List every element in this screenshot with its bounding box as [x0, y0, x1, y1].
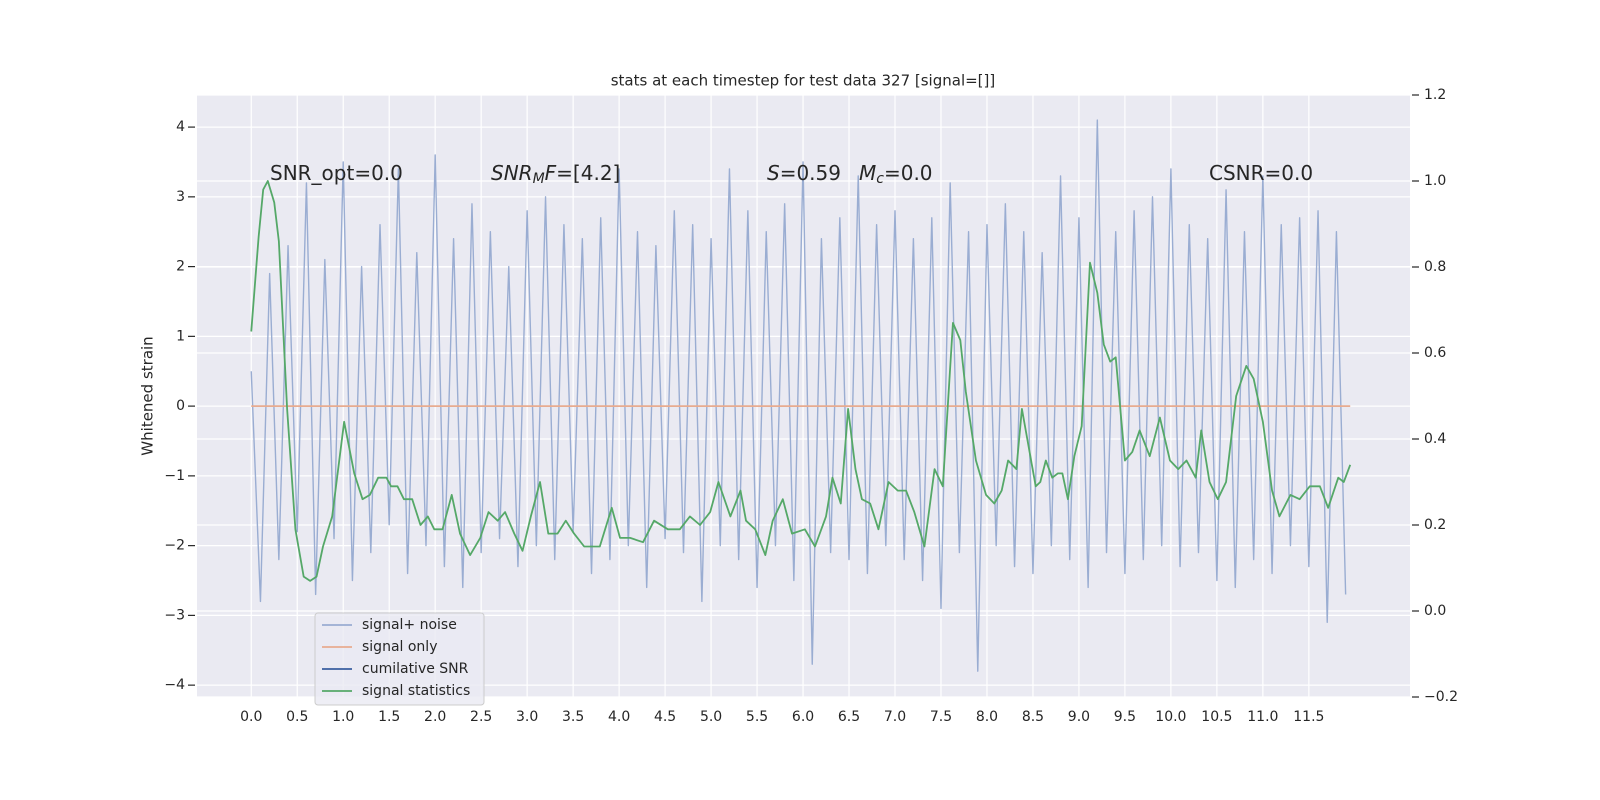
- y-tick-label: −4: [164, 677, 185, 693]
- x-tick-label: 4.0: [608, 709, 630, 725]
- x-tick-label: 0.5: [286, 709, 308, 725]
- x-tick-label: 7.0: [884, 709, 906, 725]
- series-line: [250, 180, 1352, 582]
- legend-label: signal+ noise: [362, 617, 457, 633]
- annotation-part: SNR: [491, 161, 533, 185]
- y-tick-label: 2: [176, 259, 185, 275]
- annotation-part: =0.0: [884, 161, 933, 185]
- x-tick-label: 3.5: [562, 709, 584, 725]
- x-tick-label: 11.0: [1247, 709, 1278, 725]
- y2-tick-label: 0.8: [1424, 259, 1446, 275]
- x-tick-label: 5.5: [746, 709, 768, 725]
- x-tick-label: 7.5: [930, 709, 952, 725]
- x-tick-label: 8.0: [976, 709, 998, 725]
- legend-label: signal statistics: [362, 683, 470, 699]
- y-tick-label: 1: [176, 328, 185, 344]
- annotation-part: CSNR=0.0: [1209, 161, 1313, 185]
- legend-label: signal only: [362, 639, 437, 655]
- y-tick-label: 3: [176, 189, 185, 205]
- y2-tick-label: −0.2: [1424, 689, 1458, 705]
- legend-label: cumilative SNR: [362, 661, 469, 677]
- annotation-part: =0.59: [780, 161, 841, 185]
- y2-tick-label: 0.4: [1424, 431, 1446, 447]
- y-tick-label: 4: [176, 119, 185, 135]
- x-tick-label: 9.5: [1114, 709, 1136, 725]
- x-tick-label: 4.5: [654, 709, 676, 725]
- x-tick-label: 5.0: [700, 709, 722, 725]
- annotation: SNR_opt=0.0: [270, 161, 403, 185]
- x-tick-label: 3.0: [516, 709, 538, 725]
- y2-tick-label: 1.0: [1424, 173, 1446, 189]
- x-tick-label: 1.5: [378, 709, 400, 725]
- annotation-part: F: [545, 161, 557, 185]
- chart-title: stats at each timestep for test data 327…: [611, 72, 996, 90]
- x-tick-label: 2.5: [470, 709, 492, 725]
- annotation: CSNR=0.0: [1209, 161, 1313, 185]
- y-axis-label: Whitened strain: [139, 336, 157, 455]
- y-tick-label: −2: [164, 538, 185, 554]
- annotation: S=0.59: [767, 161, 841, 185]
- x-tick-label: 8.5: [1022, 709, 1044, 725]
- annotation: Mc=0.0: [859, 161, 933, 188]
- annotation-part: M: [859, 161, 876, 185]
- y2-tick-label: 0.2: [1424, 517, 1446, 533]
- y-tick-label: −3: [164, 607, 185, 623]
- annotation-part: S: [767, 161, 780, 185]
- y-tick-label: −1: [164, 468, 185, 484]
- annotation-part: c: [876, 171, 884, 187]
- legend-box: [314, 612, 485, 706]
- x-tick-label: 11.5: [1293, 709, 1324, 725]
- y-tick-label: 0: [176, 398, 185, 414]
- annotation-part: M: [533, 171, 545, 187]
- y2-tick-label: 0.6: [1424, 345, 1446, 361]
- x-tick-label: 2.0: [424, 709, 446, 725]
- y2-tick-label: 1.2: [1424, 87, 1446, 103]
- x-tick-label: 10.0: [1155, 709, 1186, 725]
- x-tick-label: 9.0: [1068, 709, 1090, 725]
- x-tick-label: 6.0: [792, 709, 814, 725]
- annotation-part: =[4.2]: [556, 161, 620, 185]
- x-tick-label: 10.5: [1201, 709, 1232, 725]
- x-tick-label: 1.0: [332, 709, 354, 725]
- x-tick-label: 6.5: [838, 709, 860, 725]
- x-tick-label: 0.0: [240, 709, 262, 725]
- series-line: [250, 119, 1347, 672]
- annotation: SNRMF=[4.2]: [491, 161, 620, 188]
- y2-tick-label: 0.0: [1424, 603, 1446, 619]
- annotation-part: SNR_opt=0.0: [270, 161, 403, 185]
